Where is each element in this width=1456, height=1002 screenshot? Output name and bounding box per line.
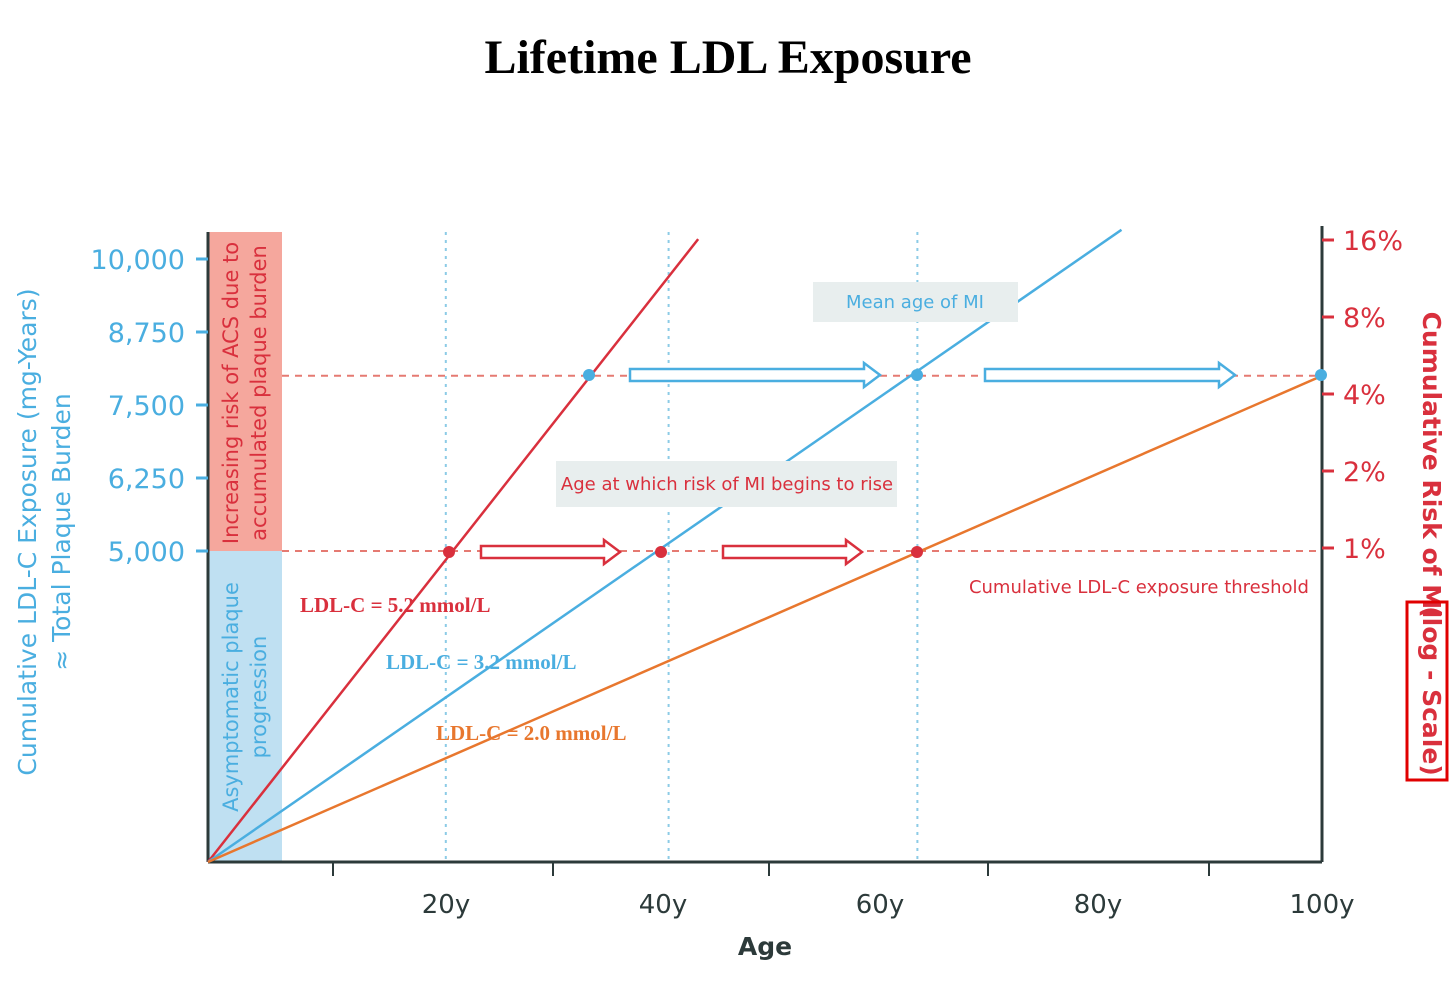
- threshold-marker: [443, 546, 455, 558]
- x-tick-label: 60y: [856, 890, 904, 920]
- chart-title: Lifetime LDL Exposure: [484, 31, 972, 84]
- y-left-axis-label: Cumulative LDL-C Exposure (mg-Years): [13, 288, 42, 775]
- threshold-marker: [911, 546, 923, 558]
- series-label-3.2: LDL-C = 3.2 mmol/L: [386, 650, 576, 674]
- series-label-5.2: LDL-C = 5.2 mmol/L: [300, 593, 490, 617]
- series-label-2.0: LDL-C = 2.0 mmol/L: [436, 721, 626, 745]
- mean-age-box: [813, 282, 1018, 322]
- risk-rise-box: [556, 461, 897, 507]
- threshold-marker: [655, 546, 667, 558]
- level-marker: [1315, 369, 1327, 381]
- risk-rise-label: Age at which risk of MI begins to rise: [561, 474, 893, 495]
- y-left-tick-label: 10,000: [91, 245, 185, 276]
- y-right-tick-label: 1%: [1343, 534, 1386, 565]
- y-right-axis-log-label: (log - Scale): [1417, 606, 1446, 776]
- x-tick-label: 80y: [1074, 890, 1122, 920]
- threshold-label: Cumulative LDL-C exposure threshold: [969, 577, 1309, 598]
- y-left-tick-label: 6,250: [108, 464, 185, 495]
- x-tick-label: 20y: [422, 890, 470, 920]
- y-right-tick-label: 16%: [1343, 226, 1403, 257]
- y-right-tick-label: 2%: [1343, 457, 1386, 488]
- band-asymptomatic: [209, 551, 282, 862]
- right-arrow-icon: [479, 537, 623, 567]
- y-left-axis-sublabel: ≈ Total Plaque Burden: [47, 393, 76, 671]
- band-label-asymptomatic-line1: Asymptomatic plaque: [219, 582, 243, 812]
- y-left-tick-label: 8,750: [108, 318, 185, 349]
- level-marker: [911, 369, 923, 381]
- right-arrow-icon: [983, 360, 1238, 390]
- x-tick-label: 100y: [1289, 890, 1354, 920]
- series-line-1: [207, 228, 1123, 864]
- y-right-tick-label: 4%: [1343, 380, 1386, 411]
- x-tick-label: 40y: [639, 890, 687, 920]
- y-left-tick-label: 5,000: [108, 537, 185, 568]
- band-label-acs-line2: accumulated plaque burden: [247, 245, 271, 541]
- x-axis-label: Age: [738, 932, 792, 961]
- right-arrow-icon: [721, 537, 865, 567]
- right-arrow-icon: [628, 360, 883, 390]
- series-line-2: [207, 374, 1323, 864]
- band-acs-risk: [209, 232, 282, 551]
- mean-age-label: Mean age of MI: [846, 292, 984, 313]
- log-scale-highlight-box: [1405, 600, 1449, 782]
- band-label-acs-line1: Increasing risk of ACS due to: [219, 242, 243, 544]
- y-right-axis-label: Cumulative Risk of MI: [1417, 312, 1446, 619]
- level-marker: [583, 369, 595, 381]
- band-label-asymptomatic-line2: progression: [247, 636, 271, 759]
- y-left-tick-label: 7,500: [108, 391, 185, 422]
- y-right-tick-label: 8%: [1343, 303, 1386, 334]
